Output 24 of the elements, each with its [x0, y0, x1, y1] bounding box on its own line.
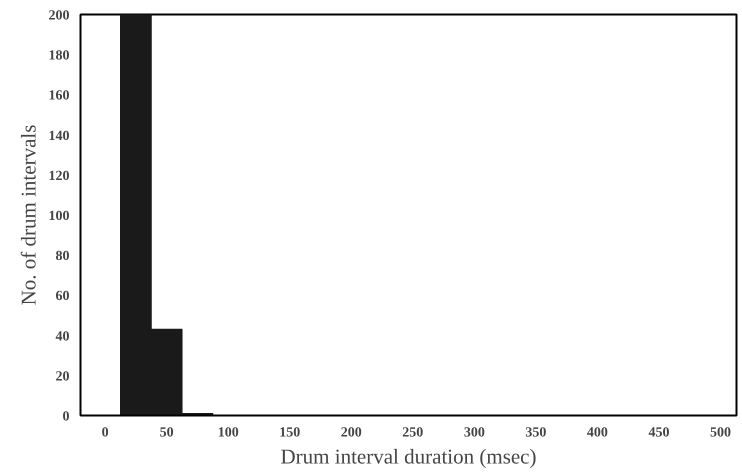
x-tick-label: 150 [279, 426, 300, 440]
x-tick-label: 350 [525, 426, 546, 440]
y-tick-label: 120 [48, 168, 70, 184]
x-tick-label: 0 [102, 426, 109, 440]
x-axis-title: Drum interval duration (msec) [280, 444, 537, 468]
y-tick-label: 40 [56, 329, 70, 344]
x-tick-label: 50 [160, 426, 174, 440]
y-tick-label: 0 [62, 410, 70, 424]
y-tick-label: 140 [48, 128, 70, 144]
y-tick-label: 160 [48, 88, 70, 104]
y-tick-label: 60 [56, 289, 70, 304]
x-tick-label: 200 [340, 426, 362, 440]
y-tick-label: 80 [56, 249, 70, 264]
y-tick-label: 180 [48, 48, 70, 64]
x-tick-label: 450 [648, 426, 670, 440]
y-axis-title: No. of drum intervals [16, 124, 40, 306]
x-tick-label: 250 [402, 426, 424, 440]
x-tick-label: 500 [710, 426, 731, 440]
y-tick-label: 200 [48, 8, 70, 24]
x-tick-label: 300 [464, 426, 485, 440]
y-tick-label: 20 [56, 369, 70, 384]
y-tick-label: 100 [48, 209, 70, 224]
x-tick-label: 100 [218, 426, 239, 440]
x-tick-label: 400 [586, 426, 608, 440]
